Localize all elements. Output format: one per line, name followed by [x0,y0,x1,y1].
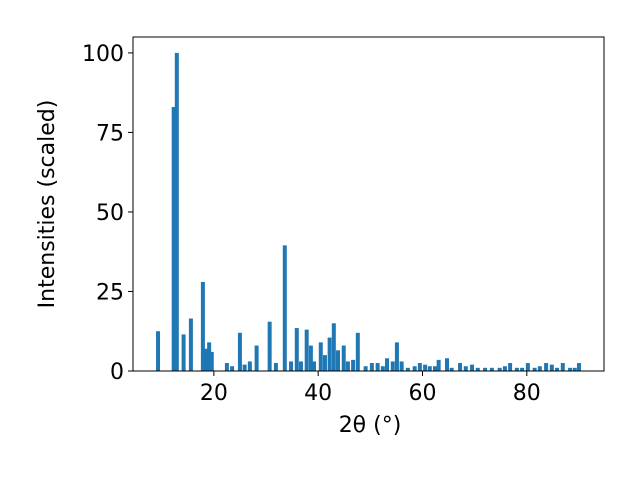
bar [375,363,380,371]
bar [385,358,390,371]
bar [555,367,560,371]
bar [502,366,507,371]
x-tick-label: 80 [513,381,541,406]
bar [369,363,374,371]
bar [576,363,581,371]
bar [174,52,179,372]
bar [171,106,176,371]
y-tick-label: 0 [110,360,124,385]
bar [209,351,214,371]
bar [572,367,577,371]
bar [483,367,488,371]
bar [489,367,494,371]
bar [230,366,235,371]
bar [351,359,356,371]
bar [204,348,209,371]
bar [282,245,287,371]
bar [449,367,454,371]
bar [412,366,417,371]
bar [433,366,438,371]
bar [497,367,502,371]
bar [399,361,404,371]
bar [267,321,272,371]
bar [417,363,422,371]
bar [475,367,480,371]
bar [436,359,441,371]
bar [525,363,530,371]
bar [532,367,537,371]
bar [427,366,432,371]
bar [445,358,449,371]
bar [247,361,252,371]
x-tick-label: 20 [200,381,228,406]
bar [200,281,205,371]
bar [322,355,327,371]
bar [390,361,395,371]
bar [568,367,573,371]
y-tick-label: 75 [96,121,124,146]
y-tick-label: 100 [82,42,124,67]
bar [224,363,229,371]
bar [311,361,316,371]
bar [298,361,303,371]
bar [537,366,542,371]
bar [318,342,323,371]
bar [508,363,513,371]
bar [304,329,309,371]
bar [514,367,519,371]
bar [380,366,385,371]
bar [355,332,360,371]
bar [289,361,294,371]
bar [156,331,161,371]
bar [463,366,468,371]
bar [273,363,278,371]
bar [520,367,525,371]
bar [335,350,340,371]
bar [188,318,193,371]
y-tick-label: 50 [96,201,124,226]
bar [394,342,399,371]
bar [254,345,259,371]
bar [544,363,549,371]
bar [405,367,410,371]
bar [327,337,332,371]
bar [181,334,186,371]
x-axis-label: 2θ (°) [339,413,402,438]
bar [423,364,428,371]
bar [242,364,247,371]
bar [237,332,242,371]
bar [331,323,336,371]
bar [470,364,475,371]
y-axis-label: Intensities (scaled) [35,100,60,309]
bar [363,366,368,371]
bar [207,342,212,371]
bar [345,361,350,371]
bar [308,345,313,371]
bar [458,363,463,371]
plot-frame [132,36,605,372]
bar [560,363,565,371]
x-tick-label: 40 [304,381,332,406]
bar [294,328,299,371]
bar [549,364,554,371]
y-tick-label: 25 [96,280,124,305]
x-tick-label: 60 [408,381,436,406]
bar [341,345,346,371]
